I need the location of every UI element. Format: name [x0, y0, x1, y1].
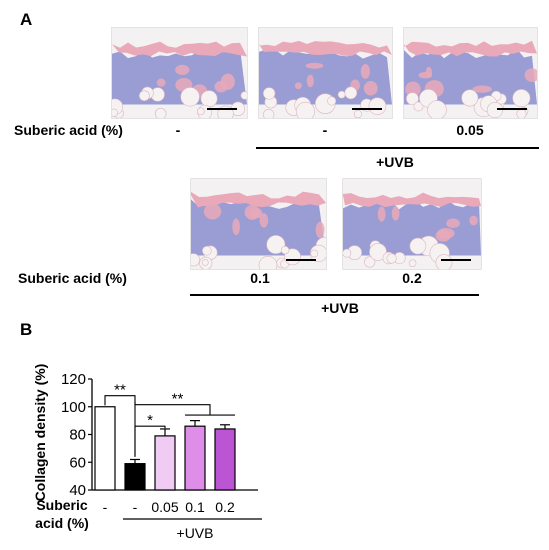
y-tick-label: 40 — [69, 482, 86, 499]
bar — [94, 406, 116, 491]
y-axis-label: Collagen density (%) — [32, 364, 48, 502]
y-tick-label: 60 — [69, 454, 86, 471]
row2-dose-2: 0.2 — [402, 270, 422, 286]
uvb-label: +UVB — [177, 525, 214, 541]
x-tick-label: 0.2 — [215, 499, 235, 515]
row1-dose-1: - — [175, 122, 181, 138]
row1-uvb-label: +UVB — [376, 154, 414, 170]
panel-a-letter: A — [20, 10, 33, 29]
bar — [214, 428, 236, 491]
bar — [184, 425, 206, 491]
sig-label: ** — [114, 382, 126, 399]
row2-dose-1: 0.1 — [250, 270, 270, 286]
sig-label: ** — [172, 391, 184, 408]
row1-dose-3: 0.05 — [456, 122, 484, 138]
y-tick-label: 120 — [61, 371, 86, 388]
micrograph-uvb-0-05 — [403, 27, 538, 119]
micrograph-control — [111, 27, 248, 119]
micrograph-uvb-0-1 — [190, 178, 327, 270]
row1-suberic-label: Suberic acid (%) — [14, 122, 123, 138]
micrograph-uvb-0-2 — [342, 178, 482, 270]
row1-dose-2: - — [322, 122, 328, 138]
dose-row-label-line1: Suberic — [36, 497, 88, 513]
row1-uvb-bracket — [256, 147, 539, 149]
x-tick-label: 0.1 — [185, 499, 205, 515]
bar — [154, 435, 176, 491]
row2-suberic-label: Suberic acid (%) — [18, 270, 127, 286]
micrograph-uvb — [258, 27, 393, 119]
panel-b-letter: B — [20, 320, 33, 339]
sig-label: * — [147, 412, 153, 429]
dose-row-label-line2: acid (%) — [35, 515, 89, 531]
sig-bracket — [134, 425, 166, 457]
y-tick-label: 80 — [69, 427, 86, 444]
y-tick-label: 100 — [61, 399, 86, 416]
bar — [124, 463, 146, 491]
row2-uvb-bracket — [190, 294, 479, 296]
row2-uvb-label: +UVB — [321, 300, 359, 316]
x-tick-label: - — [103, 499, 108, 515]
sig-bracket — [134, 401, 211, 416]
x-tick-label: 0.05 — [151, 499, 178, 515]
x-tick-label: - — [133, 499, 138, 515]
